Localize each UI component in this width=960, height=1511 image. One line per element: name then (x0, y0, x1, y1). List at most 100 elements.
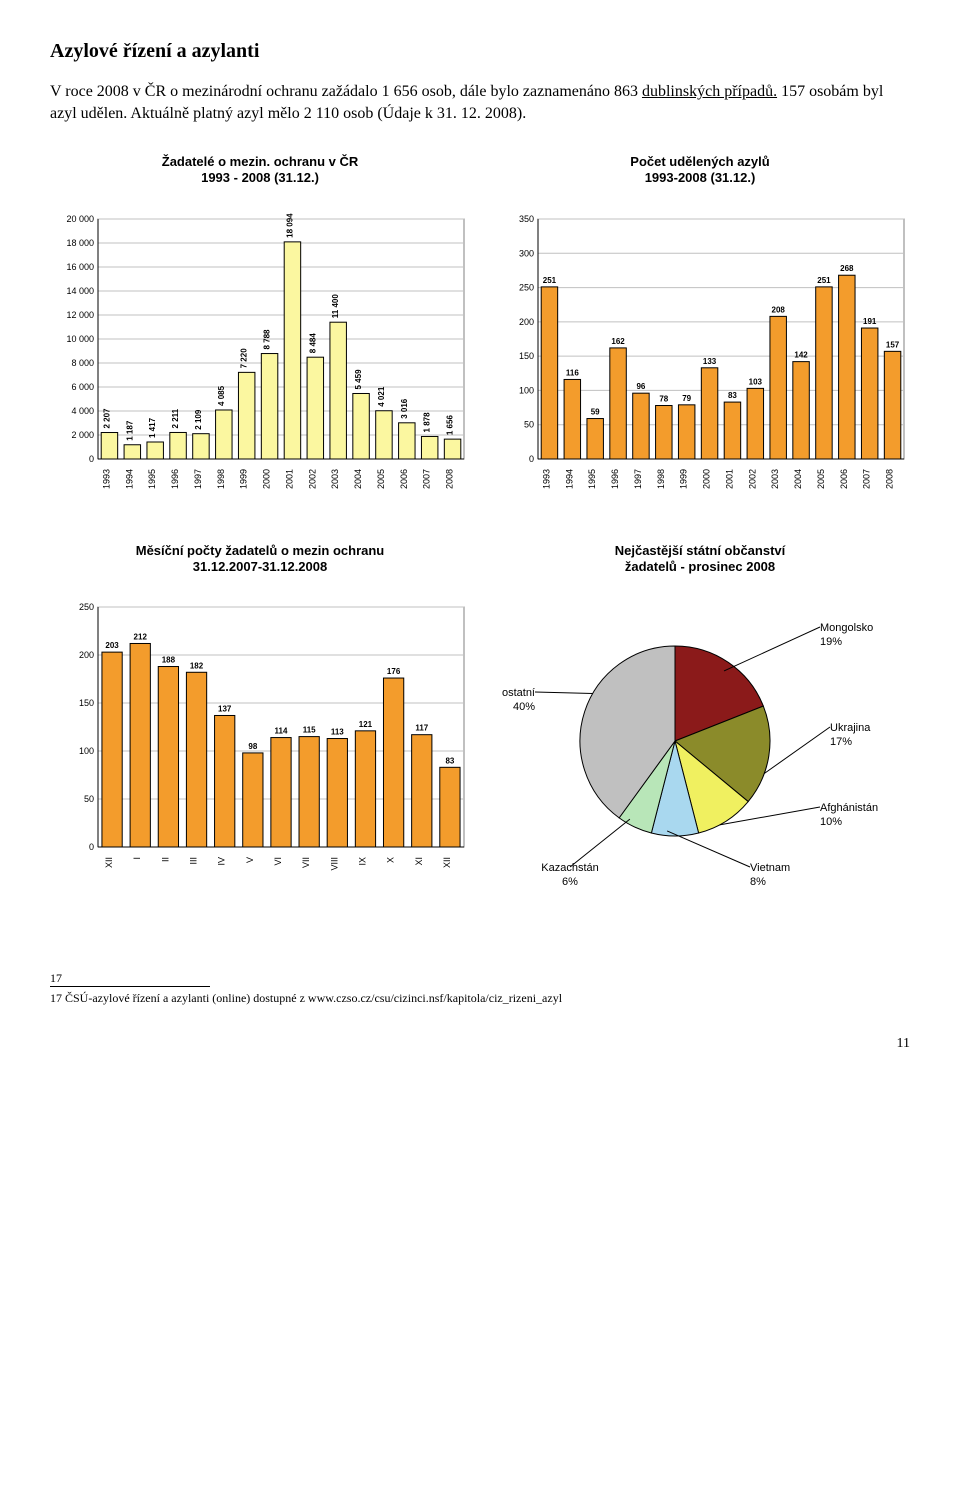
svg-text:4 000: 4 000 (71, 406, 94, 416)
svg-text:2 211: 2 211 (171, 408, 180, 428)
svg-text:X: X (386, 857, 396, 863)
svg-text:2002: 2002 (747, 469, 757, 489)
svg-text:Ukrajina: Ukrajina (830, 722, 871, 734)
svg-text:78: 78 (659, 394, 668, 403)
svg-text:ostatní: ostatní (502, 687, 535, 699)
svg-text:IX: IX (357, 857, 367, 866)
intro-part1: V roce 2008 v ČR o mezinárodní ochranu z… (50, 83, 642, 100)
svg-text:251: 251 (543, 276, 557, 285)
svg-text:18 000: 18 000 (66, 238, 94, 248)
svg-text:100: 100 (519, 385, 534, 395)
chart3-svg: 050100150200250203XII212I188II182III137I… (50, 581, 470, 891)
intro-link[interactable]: dublinských případů. (642, 83, 777, 100)
svg-text:113: 113 (331, 728, 344, 737)
svg-text:103: 103 (749, 377, 763, 386)
chart2-title-l2: 1993-2008 (31.12.) (645, 170, 756, 185)
chart-monthly: Měsíční počty žadatelů o mezin ochranu 3… (50, 543, 470, 892)
svg-text:2000: 2000 (262, 469, 272, 489)
svg-text:8 000: 8 000 (71, 358, 94, 368)
svg-text:268: 268 (840, 264, 854, 273)
svg-text:12 000: 12 000 (66, 310, 94, 320)
svg-text:10 000: 10 000 (66, 334, 94, 344)
svg-text:2 207: 2 207 (102, 408, 111, 429)
svg-text:1997: 1997 (633, 469, 643, 489)
svg-text:116: 116 (566, 368, 579, 377)
svg-text:VII: VII (301, 857, 311, 868)
svg-text:1999: 1999 (679, 469, 689, 489)
svg-text:1993: 1993 (101, 469, 111, 489)
svg-text:1 878: 1 878 (423, 412, 432, 433)
svg-text:0: 0 (89, 454, 94, 464)
svg-text:115: 115 (303, 726, 316, 735)
svg-text:16 000: 16 000 (66, 262, 94, 272)
svg-text:1 656: 1 656 (446, 414, 455, 435)
svg-text:3 016: 3 016 (400, 398, 409, 419)
svg-text:2008: 2008 (885, 469, 895, 489)
svg-text:XII: XII (442, 857, 452, 868)
svg-text:191: 191 (863, 317, 877, 326)
svg-text:20 000: 20 000 (66, 214, 94, 224)
svg-text:8 484: 8 484 (308, 332, 317, 353)
svg-text:2005: 2005 (816, 469, 826, 489)
svg-text:2001: 2001 (284, 469, 294, 489)
top-charts-row: Žadatelé o mezin. ochranu v ČR 1993 - 20… (50, 154, 910, 503)
svg-text:133: 133 (703, 356, 717, 365)
svg-text:137: 137 (218, 705, 232, 714)
svg-text:162: 162 (611, 337, 625, 346)
svg-text:6%: 6% (562, 876, 578, 888)
svg-text:18 094: 18 094 (285, 213, 294, 238)
chart-grants: Počet udělených azylů 1993-2008 (31.12.)… (490, 154, 910, 503)
footnote-text: 17 ČSÚ-azylové řízení a azylanti (online… (50, 991, 562, 1005)
svg-text:1994: 1994 (564, 469, 574, 489)
chart-pie: Nejčastější státní občanství žadatelů - … (490, 543, 910, 892)
bottom-charts-row: Měsíční počty žadatelů o mezin ochranu 3… (50, 543, 910, 892)
svg-text:83: 83 (445, 757, 454, 766)
svg-text:10%: 10% (820, 816, 842, 828)
footnote-rule (50, 986, 210, 987)
svg-text:6 000: 6 000 (71, 382, 94, 392)
chart2-svg: 0501001502002503003502511993116199459199… (490, 193, 910, 503)
chart3-title-l1: Měsíční počty žadatelů o mezin ochranu (136, 543, 385, 558)
svg-text:7 220: 7 220 (240, 347, 249, 368)
svg-text:5 459: 5 459 (354, 369, 363, 390)
svg-text:VIII: VIII (329, 857, 339, 871)
chart3-title-l2: 31.12.2007-31.12.2008 (193, 559, 327, 574)
svg-text:2008: 2008 (445, 469, 455, 489)
svg-text:1998: 1998 (216, 469, 226, 489)
svg-text:1995: 1995 (147, 469, 157, 489)
svg-text:182: 182 (190, 661, 204, 670)
svg-text:1 187: 1 187 (125, 420, 134, 441)
chart2-title-l1: Počet udělených azylů (630, 154, 769, 169)
pie-title-l2: žadatelů - prosinec 2008 (625, 559, 775, 574)
svg-text:2007: 2007 (422, 469, 432, 489)
svg-text:2 109: 2 109 (194, 409, 203, 430)
svg-text:250: 250 (79, 602, 94, 612)
svg-text:Mongolsko: Mongolsko (820, 622, 873, 634)
chart1-svg: 02 0004 0006 0008 00010 00012 00014 0001… (50, 193, 470, 503)
svg-text:2006: 2006 (839, 469, 849, 489)
svg-text:IV: IV (217, 857, 227, 866)
svg-text:117: 117 (415, 724, 428, 733)
svg-text:V: V (245, 857, 255, 863)
svg-text:Afghánistán: Afghánistán (820, 802, 878, 814)
svg-text:4 021: 4 021 (377, 386, 386, 407)
svg-text:2 000: 2 000 (71, 430, 94, 440)
svg-text:19%: 19% (820, 636, 842, 648)
svg-text:212: 212 (134, 633, 148, 642)
intro-paragraph: V roce 2008 v ČR o mezinárodní ochranu z… (50, 81, 910, 124)
svg-text:96: 96 (636, 382, 645, 391)
svg-text:2002: 2002 (307, 469, 317, 489)
svg-text:2004: 2004 (793, 469, 803, 489)
svg-text:2000: 2000 (702, 469, 712, 489)
pie-title-l1: Nejčastější státní občanství (615, 543, 786, 558)
svg-text:2003: 2003 (330, 469, 340, 489)
svg-text:1 417: 1 417 (148, 417, 157, 438)
pie-svg: Mongolsko19%Ukrajina17%Afghánistán10%Vie… (490, 581, 910, 891)
svg-text:1996: 1996 (610, 469, 620, 489)
svg-text:208: 208 (772, 305, 786, 314)
chart1-title-l2: 1993 - 2008 (31.12.) (201, 170, 319, 185)
svg-text:1997: 1997 (193, 469, 203, 489)
svg-text:1998: 1998 (656, 469, 666, 489)
svg-text:II: II (160, 857, 170, 862)
svg-text:350: 350 (519, 214, 534, 224)
